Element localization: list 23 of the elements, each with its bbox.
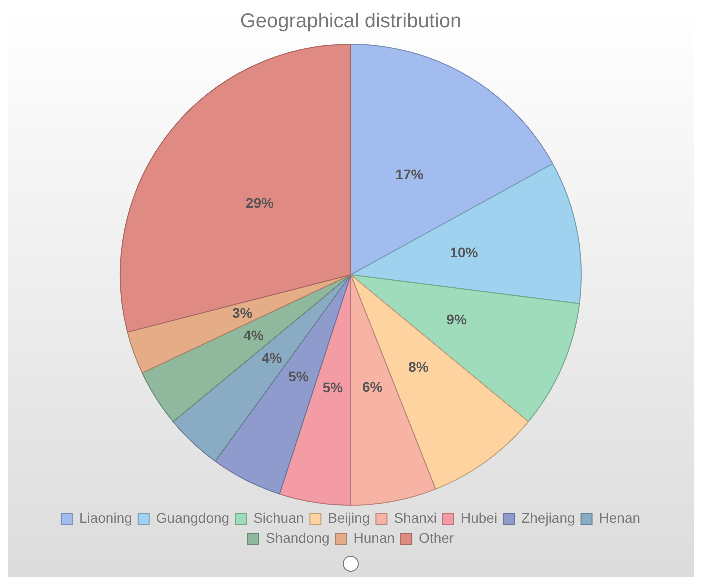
data-label: 4%	[262, 350, 283, 366]
legend-label: Shanxi	[394, 510, 438, 526]
legend-label: Henan	[599, 510, 641, 526]
data-label: 5%	[288, 368, 310, 385]
legend-label: Hubei	[461, 510, 498, 526]
legend-label: Zhejiang	[522, 510, 576, 526]
chart-title: Geographical distribution	[240, 10, 462, 33]
legend-label: Other	[419, 530, 454, 546]
legend-label: Hunan	[354, 530, 396, 546]
data-label: 10%	[450, 244, 479, 260]
data-label: 29%	[246, 195, 274, 212]
legend-label: Shandong	[266, 530, 330, 546]
data-label: 6%	[362, 379, 384, 396]
legend-label: Guangdong	[156, 510, 230, 526]
data-label: 9%	[446, 312, 468, 328]
data-label: 17%	[396, 166, 424, 183]
legend-label: Beijing	[328, 510, 370, 526]
legend-label: Sichuan	[254, 510, 304, 526]
data-label: 3%	[232, 304, 254, 321]
legend-label: Liaoning	[79, 510, 132, 526]
data-label: 8%	[408, 359, 430, 376]
data-label: 5%	[322, 380, 344, 396]
data-label: 4%	[244, 328, 264, 344]
